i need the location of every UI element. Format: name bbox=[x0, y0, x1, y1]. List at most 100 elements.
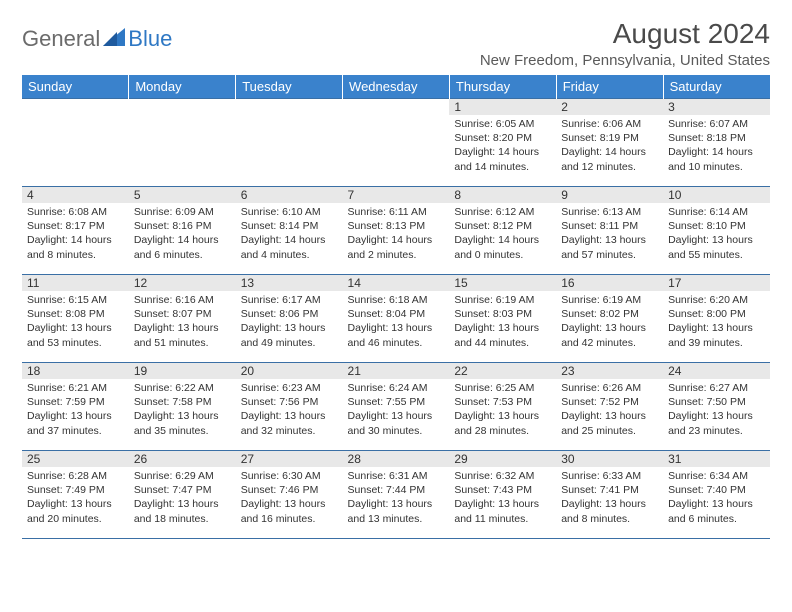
weekday-header: Sunday bbox=[22, 75, 129, 99]
calendar-cell: 5Sunrise: 6:09 AMSunset: 8:16 PMDaylight… bbox=[129, 187, 236, 275]
day-number: 18 bbox=[22, 363, 129, 379]
calendar-cell: 13Sunrise: 6:17 AMSunset: 8:06 PMDayligh… bbox=[236, 275, 343, 363]
day-number: 5 bbox=[129, 187, 236, 203]
day-number: 1 bbox=[449, 99, 556, 115]
weekday-header: Thursday bbox=[449, 75, 556, 99]
day-info: Sunrise: 6:28 AMSunset: 7:49 PMDaylight:… bbox=[22, 468, 129, 529]
calendar-cell: 15Sunrise: 6:19 AMSunset: 8:03 PMDayligh… bbox=[449, 275, 556, 363]
calendar-table: SundayMondayTuesdayWednesdayThursdayFrid… bbox=[22, 75, 770, 539]
day-number: 20 bbox=[236, 363, 343, 379]
day-info: Sunrise: 6:25 AMSunset: 7:53 PMDaylight:… bbox=[449, 380, 556, 441]
calendar-cell: 6Sunrise: 6:10 AMSunset: 8:14 PMDaylight… bbox=[236, 187, 343, 275]
calendar-row: 25Sunrise: 6:28 AMSunset: 7:49 PMDayligh… bbox=[22, 451, 770, 539]
weekday-header: Monday bbox=[129, 75, 236, 99]
day-info: Sunrise: 6:15 AMSunset: 8:08 PMDaylight:… bbox=[22, 292, 129, 353]
day-number: 23 bbox=[556, 363, 663, 379]
calendar-cell: 21Sunrise: 6:24 AMSunset: 7:55 PMDayligh… bbox=[343, 363, 450, 451]
weekday-header: Friday bbox=[556, 75, 663, 99]
page-title: August 2024 bbox=[480, 18, 770, 50]
day-info: Sunrise: 6:33 AMSunset: 7:41 PMDaylight:… bbox=[556, 468, 663, 529]
weekday-header-row: SundayMondayTuesdayWednesdayThursdayFrid… bbox=[22, 75, 770, 99]
title-block: August 2024 New Freedom, Pennsylvania, U… bbox=[480, 18, 770, 69]
calendar-cell: 20Sunrise: 6:23 AMSunset: 7:56 PMDayligh… bbox=[236, 363, 343, 451]
day-number: 29 bbox=[449, 451, 556, 467]
day-number: 24 bbox=[663, 363, 770, 379]
calendar-cell: 7Sunrise: 6:11 AMSunset: 8:13 PMDaylight… bbox=[343, 187, 450, 275]
calendar-cell: 12Sunrise: 6:16 AMSunset: 8:07 PMDayligh… bbox=[129, 275, 236, 363]
day-number: 8 bbox=[449, 187, 556, 203]
calendar-row: 1Sunrise: 6:05 AMSunset: 8:20 PMDaylight… bbox=[22, 99, 770, 187]
calendar-cell: 31Sunrise: 6:34 AMSunset: 7:40 PMDayligh… bbox=[663, 451, 770, 539]
day-info: Sunrise: 6:24 AMSunset: 7:55 PMDaylight:… bbox=[343, 380, 450, 441]
day-number: 6 bbox=[236, 187, 343, 203]
weekday-header: Wednesday bbox=[343, 75, 450, 99]
calendar-cell: 3Sunrise: 6:07 AMSunset: 8:18 PMDaylight… bbox=[663, 99, 770, 187]
day-info: Sunrise: 6:16 AMSunset: 8:07 PMDaylight:… bbox=[129, 292, 236, 353]
calendar-cell: 18Sunrise: 6:21 AMSunset: 7:59 PMDayligh… bbox=[22, 363, 129, 451]
day-number: 26 bbox=[129, 451, 236, 467]
calendar-row: 18Sunrise: 6:21 AMSunset: 7:59 PMDayligh… bbox=[22, 363, 770, 451]
day-info: Sunrise: 6:06 AMSunset: 8:19 PMDaylight:… bbox=[556, 116, 663, 177]
day-number: 14 bbox=[343, 275, 450, 291]
weekday-header: Saturday bbox=[663, 75, 770, 99]
day-info: Sunrise: 6:30 AMSunset: 7:46 PMDaylight:… bbox=[236, 468, 343, 529]
logo-icon bbox=[103, 28, 125, 51]
calendar-cell: 22Sunrise: 6:25 AMSunset: 7:53 PMDayligh… bbox=[449, 363, 556, 451]
calendar-cell: 2Sunrise: 6:06 AMSunset: 8:19 PMDaylight… bbox=[556, 99, 663, 187]
day-info: Sunrise: 6:26 AMSunset: 7:52 PMDaylight:… bbox=[556, 380, 663, 441]
day-info: Sunrise: 6:22 AMSunset: 7:58 PMDaylight:… bbox=[129, 380, 236, 441]
calendar-cell bbox=[236, 99, 343, 187]
day-info: Sunrise: 6:19 AMSunset: 8:03 PMDaylight:… bbox=[449, 292, 556, 353]
calendar-cell: 29Sunrise: 6:32 AMSunset: 7:43 PMDayligh… bbox=[449, 451, 556, 539]
calendar-cell: 27Sunrise: 6:30 AMSunset: 7:46 PMDayligh… bbox=[236, 451, 343, 539]
day-number: 28 bbox=[343, 451, 450, 467]
day-number: 2 bbox=[556, 99, 663, 115]
day-number: 7 bbox=[343, 187, 450, 203]
day-number: 4 bbox=[22, 187, 129, 203]
day-info: Sunrise: 6:14 AMSunset: 8:10 PMDaylight:… bbox=[663, 204, 770, 265]
day-number: 10 bbox=[663, 187, 770, 203]
calendar-cell: 17Sunrise: 6:20 AMSunset: 8:00 PMDayligh… bbox=[663, 275, 770, 363]
day-info: Sunrise: 6:23 AMSunset: 7:56 PMDaylight:… bbox=[236, 380, 343, 441]
calendar-cell: 24Sunrise: 6:27 AMSunset: 7:50 PMDayligh… bbox=[663, 363, 770, 451]
calendar-cell: 23Sunrise: 6:26 AMSunset: 7:52 PMDayligh… bbox=[556, 363, 663, 451]
calendar-row: 4Sunrise: 6:08 AMSunset: 8:17 PMDaylight… bbox=[22, 187, 770, 275]
day-info: Sunrise: 6:17 AMSunset: 8:06 PMDaylight:… bbox=[236, 292, 343, 353]
calendar-cell: 16Sunrise: 6:19 AMSunset: 8:02 PMDayligh… bbox=[556, 275, 663, 363]
day-info: Sunrise: 6:10 AMSunset: 8:14 PMDaylight:… bbox=[236, 204, 343, 265]
day-number: 13 bbox=[236, 275, 343, 291]
calendar-cell: 1Sunrise: 6:05 AMSunset: 8:20 PMDaylight… bbox=[449, 99, 556, 187]
day-number: 25 bbox=[22, 451, 129, 467]
calendar-cell: 9Sunrise: 6:13 AMSunset: 8:11 PMDaylight… bbox=[556, 187, 663, 275]
calendar-cell bbox=[22, 99, 129, 187]
day-info: Sunrise: 6:11 AMSunset: 8:13 PMDaylight:… bbox=[343, 204, 450, 265]
logo: General Blue bbox=[22, 26, 172, 52]
day-number: 12 bbox=[129, 275, 236, 291]
day-info: Sunrise: 6:21 AMSunset: 7:59 PMDaylight:… bbox=[22, 380, 129, 441]
calendar-cell: 10Sunrise: 6:14 AMSunset: 8:10 PMDayligh… bbox=[663, 187, 770, 275]
day-number: 30 bbox=[556, 451, 663, 467]
day-info: Sunrise: 6:18 AMSunset: 8:04 PMDaylight:… bbox=[343, 292, 450, 353]
day-info: Sunrise: 6:29 AMSunset: 7:47 PMDaylight:… bbox=[129, 468, 236, 529]
calendar-cell: 8Sunrise: 6:12 AMSunset: 8:12 PMDaylight… bbox=[449, 187, 556, 275]
calendar-cell: 11Sunrise: 6:15 AMSunset: 8:08 PMDayligh… bbox=[22, 275, 129, 363]
calendar-cell bbox=[129, 99, 236, 187]
calendar-row: 11Sunrise: 6:15 AMSunset: 8:08 PMDayligh… bbox=[22, 275, 770, 363]
day-info: Sunrise: 6:13 AMSunset: 8:11 PMDaylight:… bbox=[556, 204, 663, 265]
calendar-cell: 30Sunrise: 6:33 AMSunset: 7:41 PMDayligh… bbox=[556, 451, 663, 539]
day-info: Sunrise: 6:09 AMSunset: 8:16 PMDaylight:… bbox=[129, 204, 236, 265]
header: General Blue August 2024 New Freedom, Pe… bbox=[22, 18, 770, 69]
day-number: 17 bbox=[663, 275, 770, 291]
day-info: Sunrise: 6:05 AMSunset: 8:20 PMDaylight:… bbox=[449, 116, 556, 177]
day-info: Sunrise: 6:32 AMSunset: 7:43 PMDaylight:… bbox=[449, 468, 556, 529]
day-info: Sunrise: 6:34 AMSunset: 7:40 PMDaylight:… bbox=[663, 468, 770, 529]
day-number: 15 bbox=[449, 275, 556, 291]
day-number: 16 bbox=[556, 275, 663, 291]
calendar-body: 1Sunrise: 6:05 AMSunset: 8:20 PMDaylight… bbox=[22, 99, 770, 539]
day-info: Sunrise: 6:19 AMSunset: 8:02 PMDaylight:… bbox=[556, 292, 663, 353]
calendar-cell: 4Sunrise: 6:08 AMSunset: 8:17 PMDaylight… bbox=[22, 187, 129, 275]
day-info: Sunrise: 6:12 AMSunset: 8:12 PMDaylight:… bbox=[449, 204, 556, 265]
calendar-cell: 26Sunrise: 6:29 AMSunset: 7:47 PMDayligh… bbox=[129, 451, 236, 539]
location: New Freedom, Pennsylvania, United States bbox=[480, 52, 770, 69]
day-info: Sunrise: 6:20 AMSunset: 8:00 PMDaylight:… bbox=[663, 292, 770, 353]
